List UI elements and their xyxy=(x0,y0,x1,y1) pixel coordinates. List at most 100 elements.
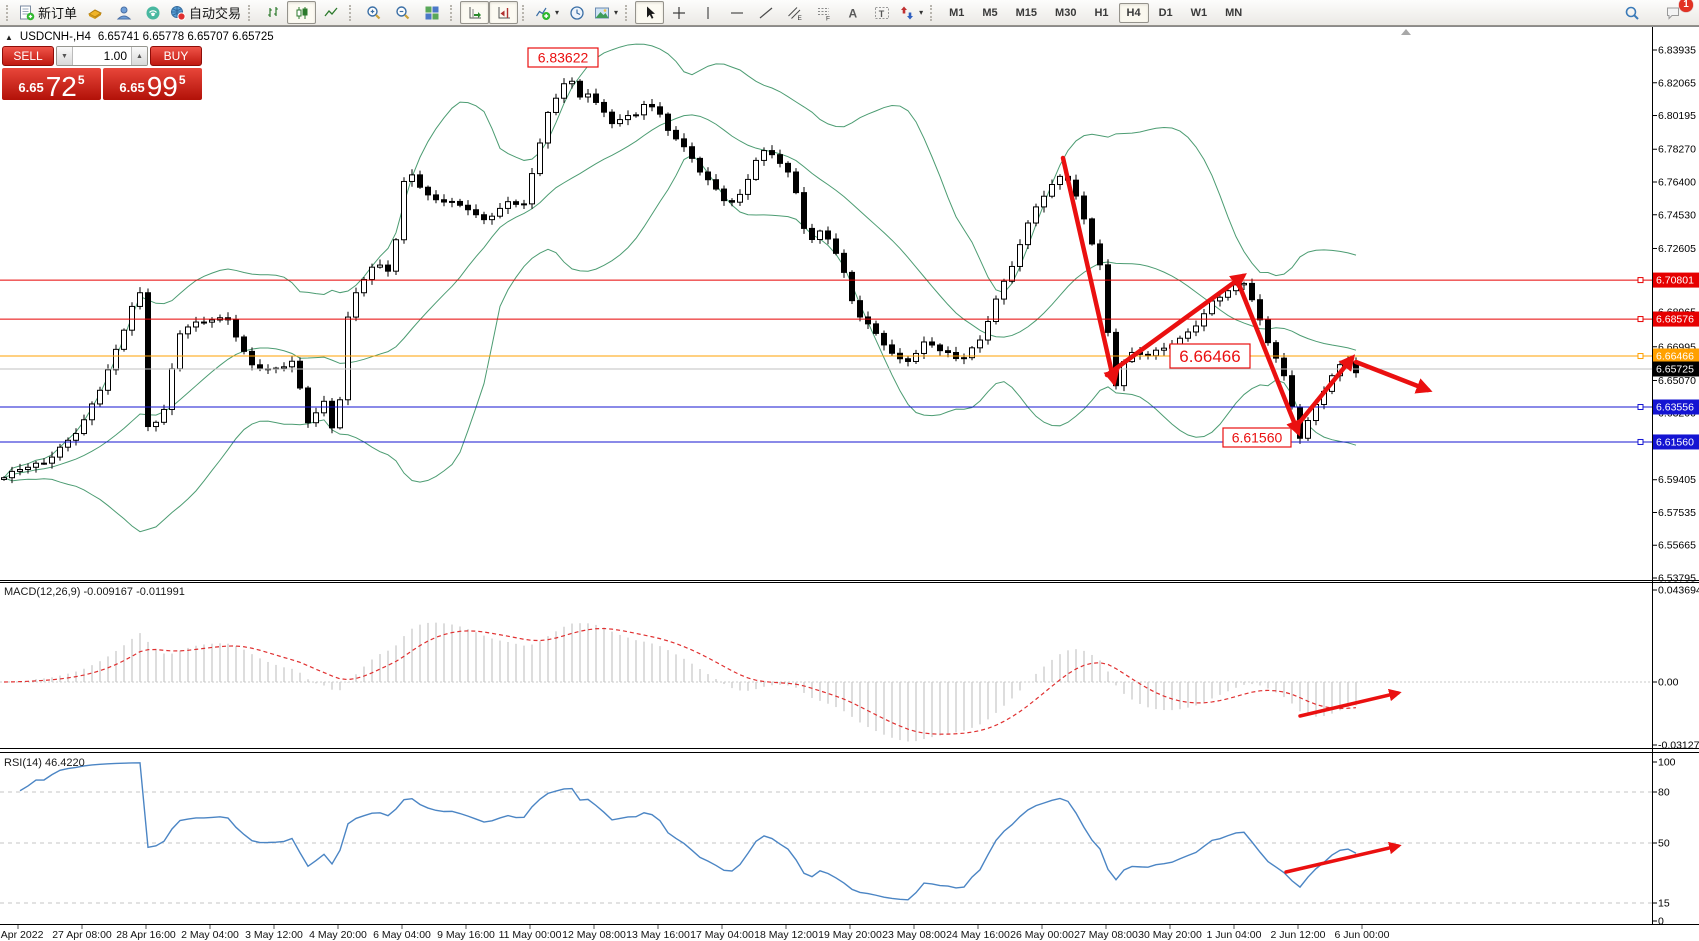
tile-windows-button[interactable] xyxy=(417,1,446,24)
candle xyxy=(473,204,479,219)
line-handle[interactable] xyxy=(1637,316,1644,323)
candlestick-chart-button[interactable] xyxy=(287,1,317,24)
candle xyxy=(945,346,951,358)
candle xyxy=(161,404,167,425)
horizontal-line-tool-button[interactable] xyxy=(722,1,751,24)
crosshair-button[interactable] xyxy=(664,1,693,24)
candle xyxy=(873,320,879,336)
timeframe-m5[interactable]: M5 xyxy=(982,6,998,19)
autotrading-button[interactable]: 自动交易 xyxy=(167,1,244,24)
timeframe-d1[interactable]: D1 xyxy=(1158,6,1173,19)
community-button[interactable] xyxy=(109,1,138,24)
candle xyxy=(153,420,159,432)
price-axis-tick: 6.65070 xyxy=(1658,375,1696,387)
bar-chart-button[interactable] xyxy=(258,1,287,24)
macd-values: -0.009167 -0.011991 xyxy=(83,586,185,598)
price-axis-tick: 6.83935 xyxy=(1658,45,1696,57)
price-axis-tick: 6.80195 xyxy=(1658,110,1696,122)
candle xyxy=(985,315,991,345)
timeframe-m30[interactable]: M30 xyxy=(1055,6,1077,19)
candle xyxy=(625,110,631,126)
candle xyxy=(65,437,71,452)
periods-button[interactable] xyxy=(562,1,591,24)
timeframe-mn[interactable]: MN xyxy=(1225,6,1243,19)
trend-arrow[interactable] xyxy=(1284,841,1402,874)
metaeditor-button[interactable] xyxy=(80,1,109,24)
candle xyxy=(769,145,775,159)
line-chart-button[interactable] xyxy=(316,1,345,24)
line-handle[interactable] xyxy=(1637,404,1644,411)
price-annotation[interactable]: 6.66466 xyxy=(1169,343,1251,369)
main-toolbar: 新订单 自动交易 ▾ ▾ E F A T ▾ M1 M5 M15 M30 H1 H4 D1 W1 MN 1 xyxy=(0,0,1699,26)
text-button[interactable]: A xyxy=(838,1,867,24)
line-handle[interactable] xyxy=(1637,353,1644,360)
indicators-button[interactable]: ▾ xyxy=(532,1,562,24)
candle xyxy=(417,170,423,189)
cursor-button[interactable] xyxy=(635,1,665,24)
toolbar-grip xyxy=(248,4,253,21)
buy-button[interactable]: BUY xyxy=(150,46,202,66)
volume-down-button[interactable]: ▼ xyxy=(57,47,73,65)
signals-button[interactable] xyxy=(138,1,167,24)
person-icon xyxy=(116,6,131,19)
timeframe-m15[interactable]: M15 xyxy=(1015,6,1038,19)
arrows-button[interactable]: ▾ xyxy=(896,1,926,24)
notifications-button[interactable]: 1 xyxy=(1658,0,1693,24)
hline-icon xyxy=(730,11,743,14)
candle xyxy=(585,89,591,103)
vertical-line-button[interactable] xyxy=(693,1,722,24)
candle xyxy=(977,335,983,353)
price-annotation[interactable]: 6.61560 xyxy=(1222,427,1292,448)
timeframe-m1[interactable]: M1 xyxy=(949,6,965,19)
fibonacci-button[interactable]: F xyxy=(809,1,838,24)
toolbar-grip xyxy=(625,4,630,21)
trend-arrow[interactable] xyxy=(1060,155,1120,387)
tile-windows-icon xyxy=(425,6,439,19)
chart-shift-marker[interactable] xyxy=(1401,29,1411,35)
candle xyxy=(433,190,439,204)
buy-price-box[interactable]: 6.65 99 5 xyxy=(103,68,202,101)
text-label-button[interactable]: T xyxy=(867,1,896,24)
search-button[interactable] xyxy=(1617,1,1646,24)
new-order-button[interactable]: 新订单 xyxy=(16,1,80,24)
trendline-button[interactable] xyxy=(751,1,780,24)
price-annotation[interactable]: 6.83622 xyxy=(527,47,599,68)
dropdown-caret-icon: ▾ xyxy=(555,8,560,17)
trend-arrow[interactable] xyxy=(1298,688,1402,718)
time-axis[interactable]: 6 Apr 2022 27 Apr 08:00 28 Apr 16:00 2 May … xyxy=(0,925,1390,941)
autoscroll-icon xyxy=(469,6,481,18)
candle xyxy=(913,349,919,364)
time-axis-label: 3 May 12:00 xyxy=(245,929,303,941)
volume-spinner: ▼ ▲ xyxy=(56,46,148,66)
line-handle[interactable] xyxy=(1637,277,1644,284)
auto-scroll-button[interactable] xyxy=(460,1,490,24)
price-axis-tick: 6.76400 xyxy=(1658,177,1696,189)
templates-button[interactable]: ▾ xyxy=(591,1,621,24)
candle xyxy=(1145,351,1151,360)
trend-arrow[interactable] xyxy=(1353,359,1433,394)
chart-shift-icon xyxy=(498,6,510,18)
line-handle[interactable] xyxy=(1637,438,1644,445)
time-axis-label: 30 May 20:00 xyxy=(1138,929,1202,941)
candle xyxy=(1289,370,1295,410)
zoom-in-button[interactable] xyxy=(359,1,388,24)
chart-shift-button[interactable] xyxy=(489,1,519,24)
equidistant-channel-button[interactable]: E xyxy=(780,1,809,24)
chat-icon xyxy=(1666,7,1679,20)
volume-input[interactable] xyxy=(73,47,131,65)
sell-price-box[interactable]: 6.65 72 5 xyxy=(2,68,101,101)
sell-button[interactable]: SELL xyxy=(2,46,54,66)
timeframe-w1[interactable]: W1 xyxy=(1190,6,1208,19)
candle xyxy=(529,167,535,209)
trend-arrow[interactable] xyxy=(1104,273,1247,378)
volume-up-button[interactable]: ▲ xyxy=(131,47,147,65)
timeframe-h4[interactable]: H4 xyxy=(1118,2,1149,23)
toolbar-grip xyxy=(450,4,455,21)
candle xyxy=(369,263,375,285)
timeframe-h1[interactable]: H1 xyxy=(1094,6,1109,19)
trend-arrow[interactable] xyxy=(1235,279,1302,437)
zoom-out-button[interactable] xyxy=(388,1,417,24)
trend-arrow[interactable] xyxy=(1292,354,1356,431)
zoom-in-icon xyxy=(366,5,380,19)
